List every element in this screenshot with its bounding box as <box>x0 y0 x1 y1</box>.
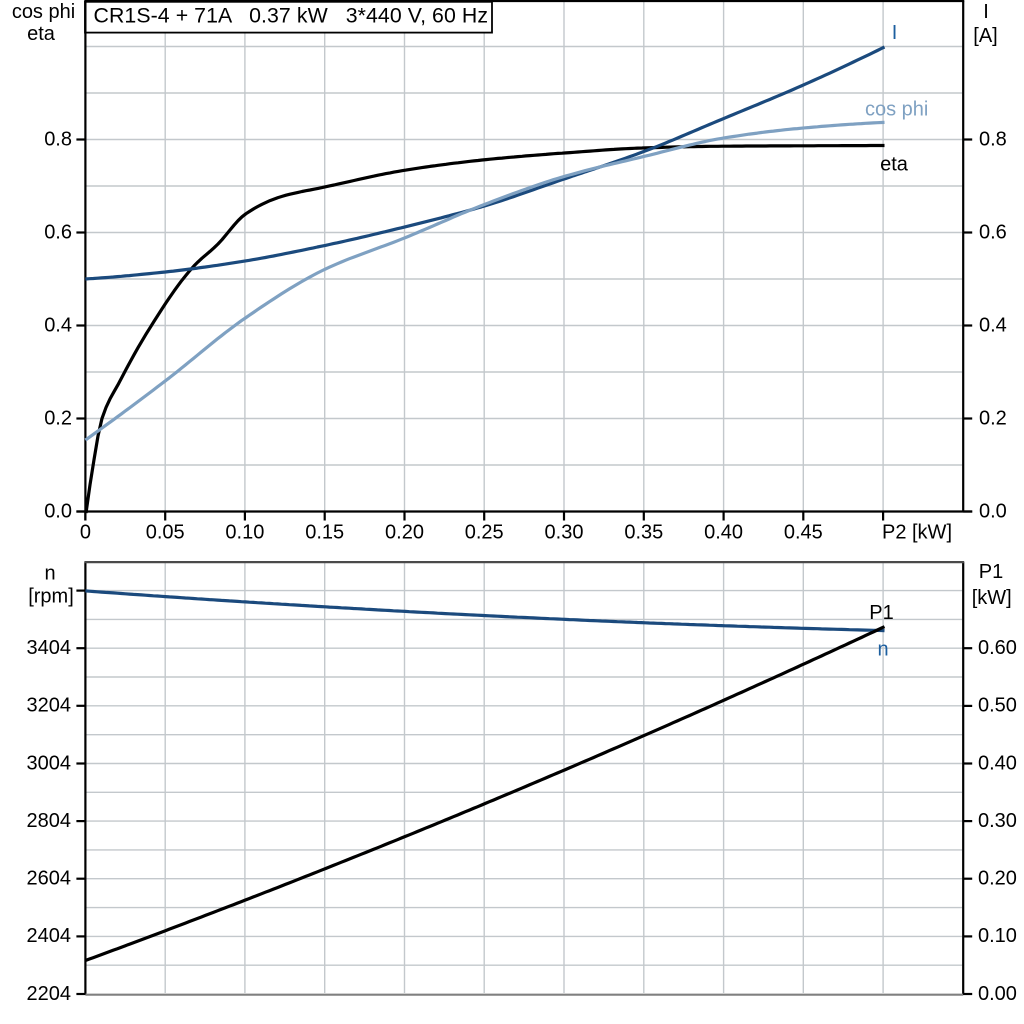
svg-text:[rpm]: [rpm] <box>28 586 74 608</box>
svg-text:0.30: 0.30 <box>978 810 1017 832</box>
svg-text:0.2: 0.2 <box>979 407 1007 429</box>
svg-text:0: 0 <box>80 522 91 544</box>
svg-text:0.10: 0.10 <box>978 925 1017 947</box>
svg-text:0.50: 0.50 <box>978 695 1017 717</box>
svg-text:0.4: 0.4 <box>979 314 1007 336</box>
svg-text:2204: 2204 <box>27 983 72 1005</box>
svg-text:0.2: 0.2 <box>44 407 72 429</box>
svg-text:3404: 3404 <box>27 637 72 659</box>
svg-text:0.8: 0.8 <box>979 128 1007 150</box>
svg-text:0.30: 0.30 <box>545 522 584 544</box>
svg-text:P1: P1 <box>869 602 893 624</box>
svg-text:P1: P1 <box>979 561 1003 583</box>
svg-text:0.4: 0.4 <box>44 314 72 336</box>
svg-text:I: I <box>983 1 989 23</box>
svg-text:2804: 2804 <box>27 810 72 832</box>
svg-text:0.25: 0.25 <box>465 522 504 544</box>
svg-text:0.45: 0.45 <box>784 522 823 544</box>
svg-text:P2 [kW]: P2 [kW] <box>882 522 952 544</box>
svg-text:0.10: 0.10 <box>225 522 264 544</box>
svg-text:0.0: 0.0 <box>44 500 72 522</box>
svg-text:cos phi: cos phi <box>12 1 75 23</box>
svg-text:n: n <box>877 638 888 660</box>
svg-text:0.20: 0.20 <box>978 868 1017 890</box>
svg-text:2404: 2404 <box>27 925 72 947</box>
svg-text:0.00: 0.00 <box>978 983 1017 1005</box>
svg-text:3204: 3204 <box>27 695 72 717</box>
svg-text:0.20: 0.20 <box>385 522 424 544</box>
svg-text:0.35: 0.35 <box>624 522 663 544</box>
svg-text:CR1S-4 + 71A 0.37 kW 3*440: CR1S-4 + 71A 0.37 kW 3*440 V, 60 Hz <box>94 4 489 28</box>
svg-text:eta: eta <box>880 154 909 176</box>
svg-text:cos phi: cos phi <box>865 99 928 121</box>
svg-text:n: n <box>44 563 55 585</box>
svg-text:eta: eta <box>27 23 56 45</box>
svg-text:0.05: 0.05 <box>146 522 185 544</box>
svg-text:3004: 3004 <box>27 752 72 774</box>
svg-text:0.60: 0.60 <box>978 637 1017 659</box>
svg-text:0.0: 0.0 <box>979 500 1007 522</box>
svg-text:[kW]: [kW] <box>972 587 1012 609</box>
svg-text:0.40: 0.40 <box>978 752 1017 774</box>
svg-text:0.6: 0.6 <box>44 221 72 243</box>
svg-text:I: I <box>892 22 898 44</box>
svg-text:0.8: 0.8 <box>44 128 72 150</box>
svg-text:0.40: 0.40 <box>704 522 743 544</box>
svg-text:0.15: 0.15 <box>305 522 344 544</box>
svg-text:0.6: 0.6 <box>979 221 1007 243</box>
svg-text:2604: 2604 <box>27 868 72 890</box>
svg-text:[A]: [A] <box>973 25 997 47</box>
